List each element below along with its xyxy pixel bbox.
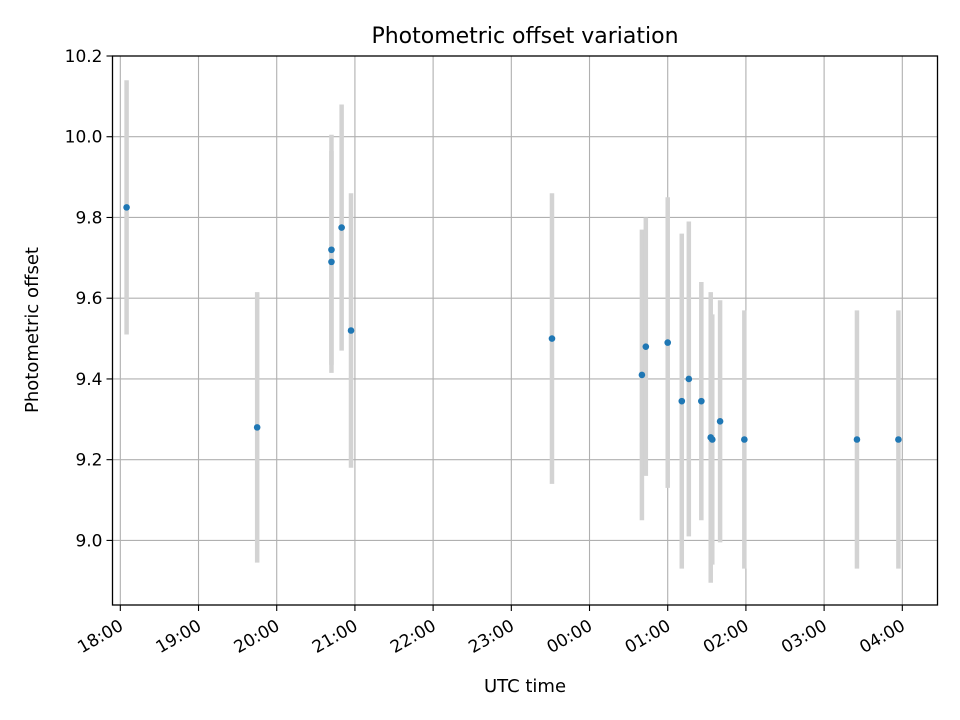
data-point (253, 424, 261, 431)
y-tick-label: 9.8 (75, 208, 102, 228)
data-point (853, 436, 861, 443)
y-tick-label: 10.0 (65, 128, 103, 148)
data-point (338, 224, 345, 231)
data-point (328, 258, 335, 266)
data-point (664, 339, 672, 346)
data-point (708, 436, 716, 443)
data-point (895, 436, 902, 443)
data-point (548, 335, 556, 342)
data-point (638, 371, 646, 379)
y-tick-label: 9.2 (75, 451, 102, 471)
x-axis-label: UTC time (484, 676, 566, 697)
y-tick-label: 9.0 (75, 531, 102, 551)
y-tick-label: 9.6 (75, 289, 102, 309)
data-point (328, 246, 335, 254)
y-axis-label: Photometric offset (22, 247, 43, 413)
chart-title: Photometric offset variation (371, 24, 678, 49)
y-axis-ticks: 9.0 9.2 9.4 9.6 9.8 10.0 10.2 (65, 47, 113, 551)
data-point (678, 397, 686, 405)
data-point (642, 343, 650, 350)
data-point (123, 204, 130, 211)
data-points (123, 204, 902, 443)
data-point (685, 375, 693, 383)
y-tick-label: 9.4 (75, 370, 102, 390)
data-point (716, 418, 724, 425)
plot-area-frame (111, 55, 939, 606)
y-tick-label: 10.2 (65, 47, 103, 67)
data-point (347, 327, 355, 334)
data-point (741, 436, 748, 443)
data-point (698, 397, 705, 405)
